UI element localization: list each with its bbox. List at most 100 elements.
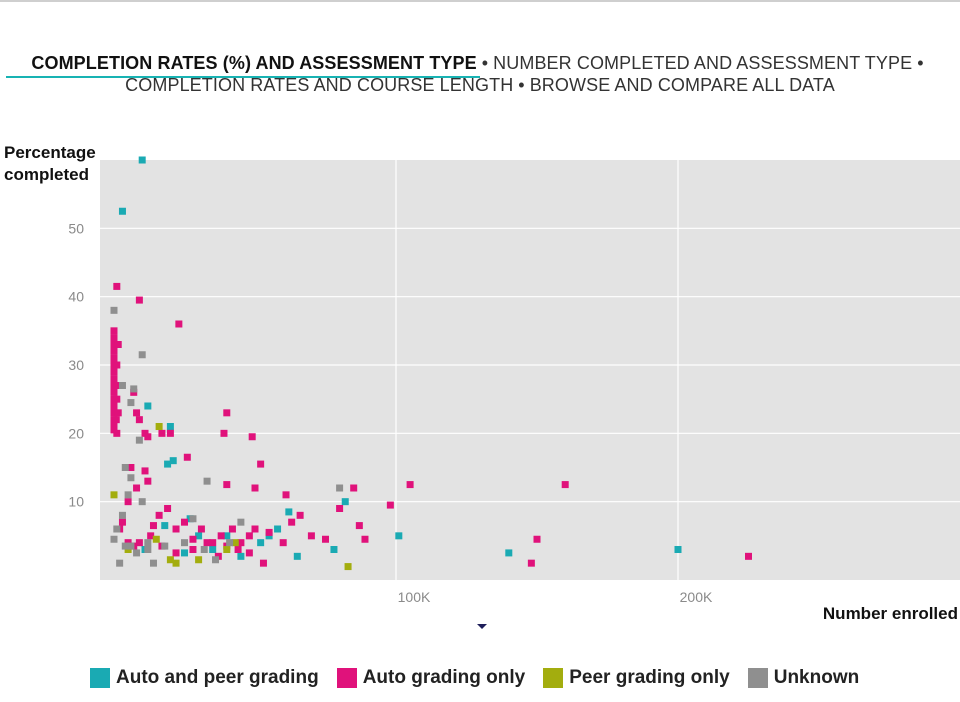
data-point[interactable]: [110, 535, 118, 543]
data-point[interactable]: [181, 539, 188, 547]
data-point[interactable]: [257, 460, 265, 468]
data-point[interactable]: [183, 453, 191, 461]
data-point[interactable]: [181, 518, 188, 526]
data-point[interactable]: [322, 535, 329, 543]
data-point[interactable]: [189, 515, 197, 523]
data-point[interactable]: [293, 552, 301, 560]
data-point[interactable]: [118, 511, 126, 519]
data-point[interactable]: [203, 539, 211, 547]
data-point[interactable]: [110, 375, 118, 383]
data-point[interactable]: [223, 546, 231, 553]
data-point[interactable]: [189, 546, 197, 553]
data-point[interactable]: [172, 559, 180, 567]
legend-item-auto-peer[interactable]: Auto and peer grading: [90, 667, 319, 689]
data-point[interactable]: [248, 433, 256, 441]
data-point[interactable]: [285, 508, 293, 516]
data-point[interactable]: [561, 481, 569, 489]
data-point[interactable]: [251, 525, 259, 533]
data-point[interactable]: [161, 522, 169, 530]
data-point[interactable]: [127, 464, 135, 471]
data-point[interactable]: [223, 481, 231, 489]
data-point[interactable]: [113, 429, 121, 437]
data-point[interactable]: [395, 532, 403, 540]
data-point[interactable]: [110, 327, 118, 335]
data-point[interactable]: [124, 498, 132, 506]
data-point[interactable]: [110, 402, 118, 410]
data-point[interactable]: [110, 334, 118, 342]
data-point[interactable]: [144, 477, 152, 485]
data-point[interactable]: [200, 546, 208, 553]
data-point[interactable]: [226, 539, 234, 547]
data-point[interactable]: [336, 505, 344, 512]
data-point[interactable]: [169, 457, 177, 465]
tab-browse-compare[interactable]: BROWSE AND COMPARE ALL DATA: [529, 75, 835, 95]
data-point[interactable]: [144, 433, 152, 441]
data-point[interactable]: [296, 511, 304, 519]
data-point[interactable]: [172, 549, 180, 557]
data-point[interactable]: [113, 525, 121, 533]
data-point[interactable]: [336, 484, 344, 492]
data-point[interactable]: [220, 429, 228, 437]
data-point[interactable]: [144, 546, 152, 553]
data-point[interactable]: [141, 467, 149, 475]
data-point[interactable]: [113, 361, 121, 369]
data-point[interactable]: [133, 409, 141, 417]
data-point[interactable]: [110, 368, 118, 376]
tab-completion-rates-assessment[interactable]: COMPLETION RATES (%) AND ASSESSMENT TYPE: [31, 53, 477, 73]
data-point[interactable]: [127, 399, 135, 407]
data-point[interactable]: [138, 156, 146, 164]
data-point[interactable]: [121, 464, 129, 471]
data-point[interactable]: [113, 382, 121, 389]
data-point[interactable]: [350, 484, 358, 492]
data-point[interactable]: [288, 518, 296, 526]
data-point[interactable]: [113, 282, 121, 290]
legend-item-unknown[interactable]: Unknown: [747, 667, 859, 689]
data-point[interactable]: [195, 532, 203, 540]
data-point[interactable]: [147, 532, 155, 540]
data-point[interactable]: [144, 539, 152, 547]
data-point[interactable]: [237, 518, 245, 526]
data-point[interactable]: [745, 552, 752, 560]
data-point[interactable]: [127, 542, 135, 550]
data-point[interactable]: [234, 546, 242, 553]
data-point[interactable]: [344, 563, 352, 571]
data-point[interactable]: [166, 556, 174, 564]
data-point[interactable]: [112, 416, 120, 424]
data-point[interactable]: [164, 505, 172, 512]
data-point[interactable]: [231, 539, 239, 547]
data-point[interactable]: [121, 542, 129, 550]
data-point[interactable]: [209, 539, 217, 547]
data-point[interactable]: [158, 429, 166, 437]
data-point[interactable]: [674, 546, 682, 553]
data-point[interactable]: [251, 484, 259, 492]
data-point[interactable]: [118, 382, 126, 389]
data-point[interactable]: [127, 474, 135, 482]
data-point[interactable]: [274, 525, 282, 533]
data-point[interactable]: [209, 546, 217, 553]
data-point[interactable]: [223, 532, 231, 540]
data-point[interactable]: [223, 409, 231, 417]
data-point[interactable]: [172, 525, 180, 533]
dropdown-caret-icon[interactable]: [477, 624, 487, 629]
tab-completion-rates-course-length[interactable]: COMPLETION RATES AND COURSE LENGTH: [125, 75, 514, 95]
data-point[interactable]: [155, 423, 163, 430]
data-point[interactable]: [130, 385, 138, 393]
data-point[interactable]: [110, 306, 118, 314]
data-point[interactable]: [217, 532, 225, 540]
data-point[interactable]: [166, 429, 174, 437]
data-point[interactable]: [114, 409, 122, 417]
data-point[interactable]: [133, 549, 141, 557]
data-point[interactable]: [361, 535, 369, 543]
data-point[interactable]: [135, 436, 143, 444]
data-point[interactable]: [527, 559, 535, 567]
data-point[interactable]: [259, 559, 267, 567]
data-point[interactable]: [110, 347, 118, 355]
data-point[interactable]: [138, 498, 146, 506]
data-point[interactable]: [406, 481, 414, 489]
data-point[interactable]: [237, 552, 245, 560]
data-point[interactable]: [155, 511, 163, 519]
data-point[interactable]: [307, 532, 315, 540]
legend-item-peer-only[interactable]: Peer grading only: [543, 667, 730, 689]
data-point[interactable]: [386, 501, 394, 509]
data-point[interactable]: [245, 549, 253, 557]
